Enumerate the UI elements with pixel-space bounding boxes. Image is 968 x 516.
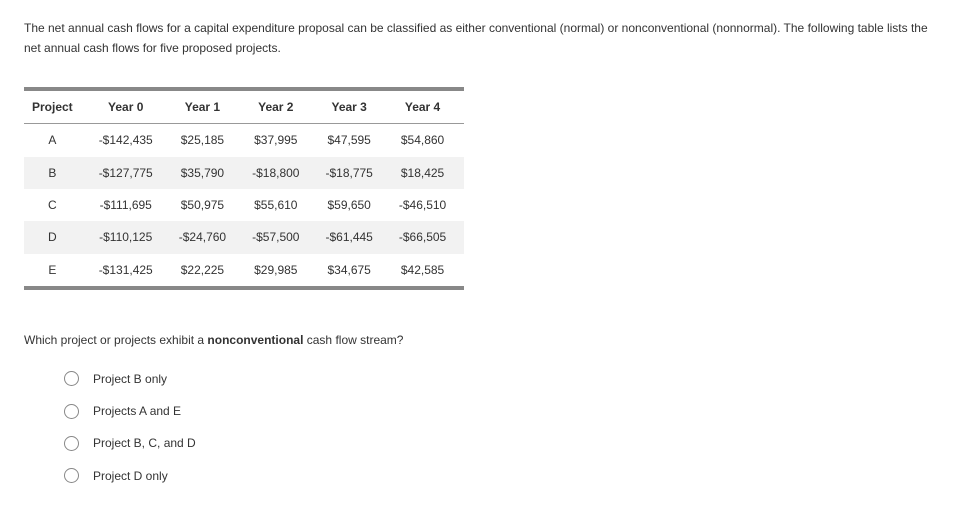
table-cell: A [24, 124, 91, 157]
table-cell: -$18,775 [317, 157, 390, 189]
table-cell: -$57,500 [244, 221, 317, 253]
radio-icon[interactable] [64, 468, 79, 483]
question-prefix: Which project or projects exhibit a [24, 333, 207, 347]
question-bold: nonconventional [207, 333, 303, 347]
table-cell: E [24, 254, 91, 288]
table-row: E-$131,425$22,225$29,985$34,675$42,585 [24, 254, 464, 288]
table-cell: -$18,800 [244, 157, 317, 189]
table-cell: -$46,510 [391, 189, 464, 221]
option-label: Project B only [93, 369, 167, 389]
table-cell: $47,595 [317, 124, 390, 157]
col-year-2: Year 2 [244, 89, 317, 124]
col-year-3: Year 3 [317, 89, 390, 124]
table-row: D-$110,125-$24,760-$57,500-$61,445-$66,5… [24, 221, 464, 253]
table-cell: $29,985 [244, 254, 317, 288]
table-cell: -$111,695 [91, 189, 171, 221]
col-project: Project [24, 89, 91, 124]
cash-flow-table: ProjectYear 0Year 1Year 2Year 3Year 4 A-… [24, 87, 464, 290]
table-cell: -$131,425 [91, 254, 171, 288]
answer-option-2[interactable]: Project B, C, and D [64, 433, 944, 453]
table-cell: -$127,775 [91, 157, 171, 189]
col-year-0: Year 0 [91, 89, 171, 124]
option-label: Project D only [93, 466, 168, 486]
table-cell: B [24, 157, 91, 189]
table-cell: $18,425 [391, 157, 464, 189]
table-cell: $25,185 [171, 124, 244, 157]
table-cell: $42,585 [391, 254, 464, 288]
cash-flow-table-wrap: ProjectYear 0Year 1Year 2Year 3Year 4 A-… [24, 87, 944, 290]
table-cell: D [24, 221, 91, 253]
answer-option-1[interactable]: Projects A and E [64, 401, 944, 421]
table-cell: $22,225 [171, 254, 244, 288]
col-year-4: Year 4 [391, 89, 464, 124]
table-cell: $50,975 [171, 189, 244, 221]
option-label: Project B, C, and D [93, 433, 196, 453]
option-label: Projects A and E [93, 401, 181, 421]
answer-option-0[interactable]: Project B only [64, 369, 944, 389]
table-cell: -$61,445 [317, 221, 390, 253]
table-cell: $34,675 [317, 254, 390, 288]
radio-icon[interactable] [64, 404, 79, 419]
table-cell: $54,860 [391, 124, 464, 157]
table-cell: -$142,435 [91, 124, 171, 157]
question-text: Which project or projects exhibit a nonc… [24, 330, 944, 350]
radio-icon[interactable] [64, 371, 79, 386]
table-cell: $59,650 [317, 189, 390, 221]
intro-text: The net annual cash flows for a capital … [24, 18, 944, 59]
table-cell: -$66,505 [391, 221, 464, 253]
table-row: C-$111,695$50,975$55,610$59,650-$46,510 [24, 189, 464, 221]
table-cell: -$110,125 [91, 221, 171, 253]
table-cell: $37,995 [244, 124, 317, 157]
table-cell: C [24, 189, 91, 221]
table-row: B-$127,775$35,790-$18,800-$18,775$18,425 [24, 157, 464, 189]
table-row: A-$142,435$25,185$37,995$47,595$54,860 [24, 124, 464, 157]
table-cell: $55,610 [244, 189, 317, 221]
table-cell: $35,790 [171, 157, 244, 189]
question-suffix: cash flow stream? [303, 333, 403, 347]
answer-options: Project B only Projects A and E Project B,… [24, 369, 944, 487]
col-year-1: Year 1 [171, 89, 244, 124]
answer-option-3[interactable]: Project D only [64, 466, 944, 486]
table-cell: -$24,760 [171, 221, 244, 253]
radio-icon[interactable] [64, 436, 79, 451]
